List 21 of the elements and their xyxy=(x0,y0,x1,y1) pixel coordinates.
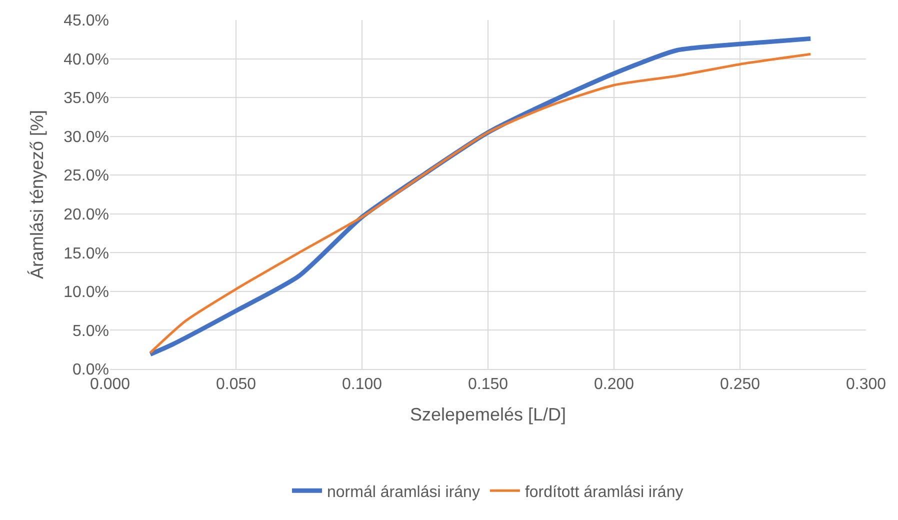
x-tick-label: 0.300 xyxy=(846,376,886,394)
y-tick-label: 35.0% xyxy=(64,90,109,108)
y-tick-label: 0.0% xyxy=(72,362,109,379)
y-tick-label: 30.0% xyxy=(64,128,109,146)
x-tick-label: 0.250 xyxy=(720,376,760,394)
legend-label: normál áramlási irány xyxy=(327,484,480,501)
y-tick-label: 25.0% xyxy=(64,168,109,185)
y-tick-label: 15.0% xyxy=(64,245,109,262)
y-axis-title: Áramlási tényező [%] xyxy=(26,110,47,280)
y-tick-label: 10.0% xyxy=(64,284,109,302)
x-tick-label: 0.050 xyxy=(216,376,256,394)
y-tick-label: 40.0% xyxy=(64,51,109,68)
x-tick-label: 0.000 xyxy=(90,376,130,394)
x-tick-label: 0.100 xyxy=(342,376,382,394)
x-axis-title: Szelepemelés [L/D] xyxy=(410,404,566,424)
x-tick-label: 0.200 xyxy=(594,376,634,394)
x-tick-label: 0.150 xyxy=(468,376,508,394)
y-tick-label: 45.0% xyxy=(64,12,109,30)
legend-label: fordított áramlási irány xyxy=(524,484,684,501)
y-tick-label: 5.0% xyxy=(72,322,109,340)
y-tick-label: 20.0% xyxy=(64,206,109,224)
